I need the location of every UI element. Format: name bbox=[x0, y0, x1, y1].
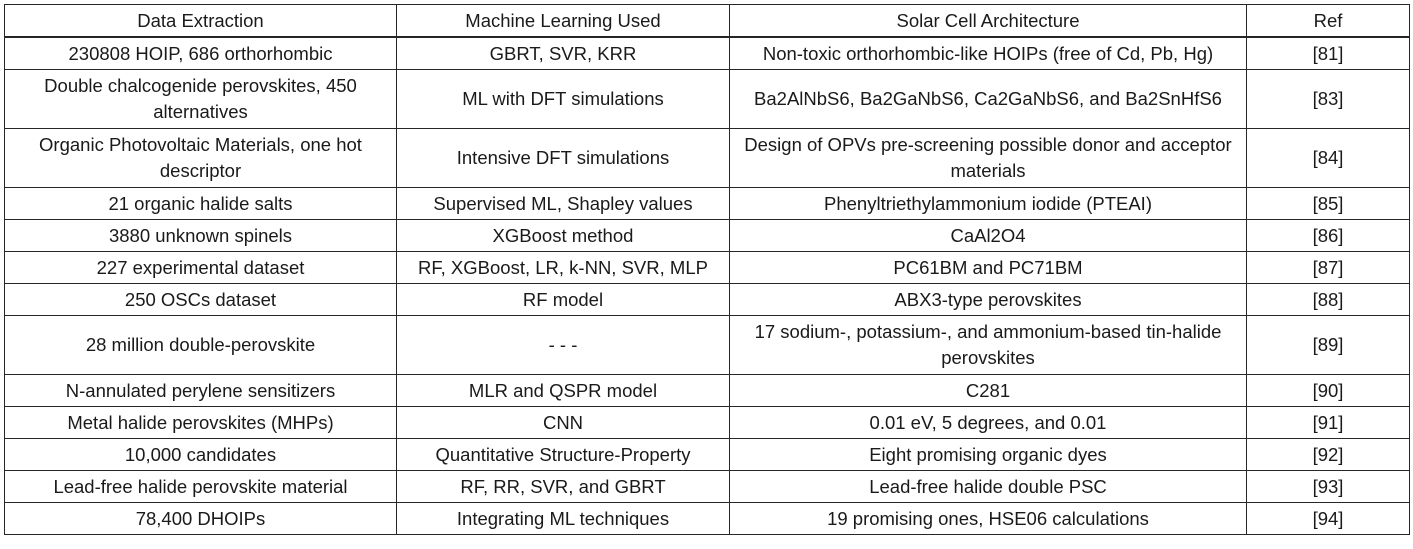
table-row: 10,000 candidates Quantitative Structure… bbox=[4, 438, 1410, 471]
cell-solar-architecture: 0.01 eV, 5 degrees, and 0.01 bbox=[729, 406, 1247, 439]
cell-ml-used: XGBoost method bbox=[396, 219, 730, 252]
cell-ref: [87] bbox=[1246, 251, 1410, 284]
cell-ml-used: Quantitative Structure-Property bbox=[396, 438, 730, 471]
header-data-extraction: Data Extraction bbox=[4, 4, 397, 38]
cell-ml-used: RF, XGBoost, LR, k-NN, SVR, MLP bbox=[396, 251, 730, 284]
table-row: 230808 HOIP, 686 orthorhombic GBRT, SVR,… bbox=[4, 36, 1410, 70]
cell-ml-used: Intensive DFT simulations bbox=[396, 128, 730, 188]
cell-solar-architecture: 17 sodium-, potassium-, and ammonium-bas… bbox=[729, 315, 1247, 375]
cell-data-extraction: 28 million double-perovskite bbox=[4, 315, 397, 375]
cell-solar-architecture: PC61BM and PC71BM bbox=[729, 251, 1247, 284]
cell-data-extraction: Double chalcogenide perovskites, 450 alt… bbox=[4, 69, 397, 129]
cell-ml-used: MLR and QSPR model bbox=[396, 374, 730, 407]
cell-data-extraction: 3880 unknown spinels bbox=[4, 219, 397, 252]
cell-data-extraction: 78,400 DHOIPs bbox=[4, 502, 397, 535]
cell-ref: [91] bbox=[1246, 406, 1410, 439]
cell-data-extraction: N-annulated perylene sensitizers bbox=[4, 374, 397, 407]
table-row: 21 organic halide salts Supervised ML, S… bbox=[4, 187, 1410, 220]
table-row: Double chalcogenide perovskites, 450 alt… bbox=[4, 69, 1410, 129]
table-row: 3880 unknown spinels XGBoost method CaAl… bbox=[4, 219, 1410, 252]
cell-ml-used: GBRT, SVR, KRR bbox=[396, 36, 730, 70]
ml-solar-table: Data Extraction Machine Learning Used So… bbox=[4, 4, 1410, 535]
cell-ml-used: CNN bbox=[396, 406, 730, 439]
table-row: Organic Photovoltaic Materials, one hot … bbox=[4, 128, 1410, 188]
cell-solar-architecture: CaAl2O4 bbox=[729, 219, 1247, 252]
cell-data-extraction: 227 experimental dataset bbox=[4, 251, 397, 284]
header-machine-learning-used: Machine Learning Used bbox=[396, 4, 730, 38]
cell-ref: [88] bbox=[1246, 283, 1410, 316]
table-row: 227 experimental dataset RF, XGBoost, LR… bbox=[4, 251, 1410, 284]
cell-ml-used: RF, RR, SVR, and GBRT bbox=[396, 470, 730, 503]
cell-data-extraction: 230808 HOIP, 686 orthorhombic bbox=[4, 36, 397, 70]
cell-solar-architecture: Phenyltriethylammonium iodide (PTEAI) bbox=[729, 187, 1247, 220]
header-ref: Ref bbox=[1246, 4, 1410, 38]
table-row: Metal halide perovskites (MHPs) CNN 0.01… bbox=[4, 406, 1410, 439]
cell-data-extraction: 250 OSCs dataset bbox=[4, 283, 397, 316]
cell-solar-architecture: C281 bbox=[729, 374, 1247, 407]
cell-ml-used: - - - bbox=[396, 315, 730, 375]
cell-data-extraction: 21 organic halide salts bbox=[4, 187, 397, 220]
cell-data-extraction: Organic Photovoltaic Materials, one hot … bbox=[4, 128, 397, 188]
table-row: 28 million double-perovskite - - - 17 so… bbox=[4, 315, 1410, 375]
table-row: 78,400 DHOIPs Integrating ML techniques … bbox=[4, 502, 1410, 535]
cell-solar-architecture: Ba2AlNbS6, Ba2GaNbS6, Ca2GaNbS6, and Ba2… bbox=[729, 69, 1247, 129]
cell-ref: [84] bbox=[1246, 128, 1410, 188]
cell-ml-used: Supervised ML, Shapley values bbox=[396, 187, 730, 220]
cell-solar-architecture: ABX3-type perovskites bbox=[729, 283, 1247, 316]
cell-ref: [85] bbox=[1246, 187, 1410, 220]
cell-data-extraction: Metal halide perovskites (MHPs) bbox=[4, 406, 397, 439]
table-row: N-annulated perylene sensitizers MLR and… bbox=[4, 374, 1410, 407]
cell-ref: [92] bbox=[1246, 438, 1410, 471]
cell-ref: [90] bbox=[1246, 374, 1410, 407]
table-row: 250 OSCs dataset RF model ABX3-type pero… bbox=[4, 283, 1410, 316]
cell-ref: [81] bbox=[1246, 36, 1410, 70]
header-solar-cell-architecture: Solar Cell Architecture bbox=[729, 4, 1247, 38]
cell-solar-architecture: Lead-free halide double PSC bbox=[729, 470, 1247, 503]
ml-solar-table-container: Data Extraction Machine Learning Used So… bbox=[4, 4, 1410, 535]
cell-ml-used: ML with DFT simulations bbox=[396, 69, 730, 129]
cell-solar-architecture: Eight promising organic dyes bbox=[729, 438, 1247, 471]
cell-data-extraction: 10,000 candidates bbox=[4, 438, 397, 471]
cell-ref: [86] bbox=[1246, 219, 1410, 252]
cell-solar-architecture: Design of OPVs pre-screening possible do… bbox=[729, 128, 1247, 188]
cell-ref: [94] bbox=[1246, 502, 1410, 535]
cell-solar-architecture: 19 promising ones, HSE06 calculations bbox=[729, 502, 1247, 535]
cell-solar-architecture: Non-toxic orthorhombic-like HOIPs (free … bbox=[729, 36, 1247, 70]
table-row: Lead-free halide perovskite material RF,… bbox=[4, 470, 1410, 503]
cell-ml-used: Integrating ML techniques bbox=[396, 502, 730, 535]
cell-data-extraction: Lead-free halide perovskite material bbox=[4, 470, 397, 503]
cell-ref: [89] bbox=[1246, 315, 1410, 375]
cell-ml-used: RF model bbox=[396, 283, 730, 316]
header-row: Data Extraction Machine Learning Used So… bbox=[4, 4, 1410, 38]
cell-ref: [83] bbox=[1246, 69, 1410, 129]
cell-ref: [93] bbox=[1246, 470, 1410, 503]
